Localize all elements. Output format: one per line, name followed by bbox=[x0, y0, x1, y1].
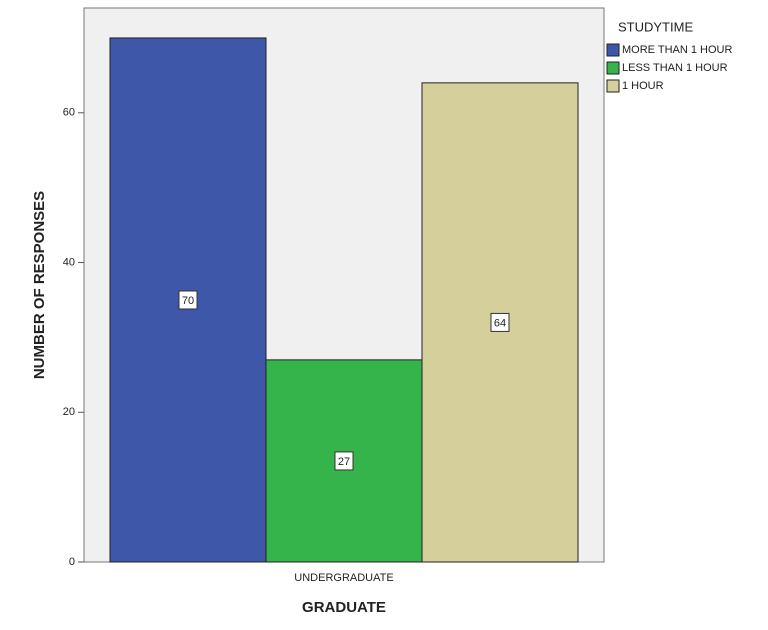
legend-label: MORE THAN 1 HOUR bbox=[622, 44, 732, 56]
legend-label: LESS THAN 1 HOUR bbox=[622, 62, 728, 74]
y-tick-label: 20 bbox=[63, 406, 75, 418]
legend-swatch bbox=[606, 79, 620, 93]
legend-swatch bbox=[606, 43, 620, 57]
value-label-box bbox=[178, 290, 198, 310]
value-label-box bbox=[490, 312, 510, 332]
y-tick-label: 0 bbox=[69, 556, 75, 568]
y-tick-label: 40 bbox=[63, 256, 75, 268]
value-label: 64 bbox=[494, 317, 506, 329]
value-label-box bbox=[334, 451, 354, 471]
legend-label: 1 HOUR bbox=[622, 80, 664, 92]
x-axis-label: GRADUATE bbox=[302, 599, 386, 616]
value-label: 70 bbox=[182, 295, 194, 307]
y-axis-label: NUMBER OF RESPONSES bbox=[31, 191, 48, 379]
x-tick-label: UNDERGRADUATE bbox=[294, 572, 393, 584]
value-label: 27 bbox=[338, 456, 350, 468]
legend-swatch bbox=[606, 61, 620, 75]
legend-title: STUDYTIME bbox=[618, 19, 693, 34]
y-tick-label: 60 bbox=[63, 107, 75, 119]
